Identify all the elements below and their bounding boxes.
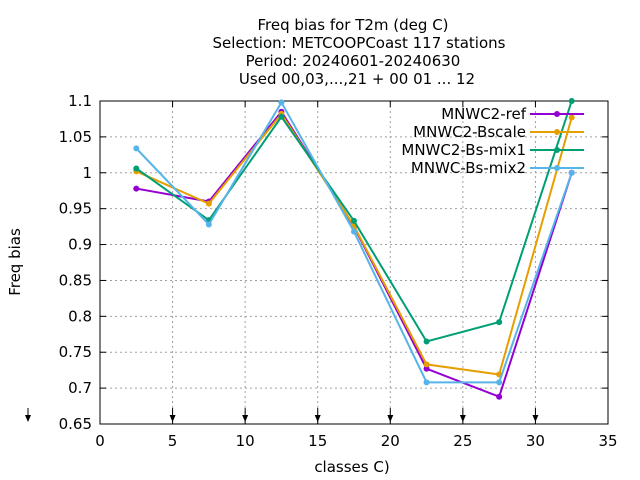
title-line-2: Selection: METCOOPCoast 117 stations — [213, 34, 506, 52]
series-2-point-3 — [351, 217, 357, 224]
bottom-arrow — [387, 408, 394, 422]
series-2-point-6 — [568, 98, 575, 104]
legend-label: MNWC2-Bscale — [413, 123, 526, 141]
y-tick-label: 0.95 — [59, 200, 92, 218]
series-1-point-4 — [423, 361, 430, 368]
y-tick-label: 0.9 — [68, 236, 92, 254]
y-tick-label: 0.8 — [68, 307, 92, 325]
legend-swatch-marker — [554, 111, 560, 117]
series-2-point-2 — [278, 113, 285, 120]
y-tick-label: 1 — [82, 164, 92, 182]
y-tick-label: 0.7 — [68, 379, 92, 397]
legend-swatch-marker — [554, 165, 560, 171]
series-1-point-1 — [205, 200, 212, 207]
title-line-1: Freq bias for T2m (deg C) — [257, 16, 448, 34]
x-tick-label: 30 — [526, 432, 545, 450]
legend-label: MNWC-Bs-mix2 — [411, 159, 526, 177]
legend-label: MNWC2-ref — [441, 105, 526, 123]
bottom-arrow — [169, 408, 176, 422]
legend-entry-1: MNWC2-Bscale — [413, 123, 584, 141]
plot-series — [133, 98, 575, 400]
bottom-arrow — [459, 408, 466, 422]
legend-swatch-marker — [554, 147, 560, 153]
y-tick-label: 0.85 — [59, 271, 92, 289]
series-3-point-1 — [205, 221, 212, 228]
series-0-point-4 — [423, 365, 430, 372]
series-1-point-6 — [568, 114, 575, 121]
series-3-point-6 — [568, 169, 575, 176]
title-line-4: Used 00,03,...,21 + 00 01 ... 12 — [239, 70, 475, 88]
y-tick-label: 0.65 — [59, 415, 92, 433]
y-axis-label: Freq bias — [6, 228, 24, 296]
x-axis-label: classes C) — [314, 458, 389, 476]
x-tick-label: 25 — [453, 432, 472, 450]
x-tick-label: 35 — [598, 432, 617, 450]
legend-entry-0: MNWC2-ref — [441, 105, 584, 123]
legend-swatch-marker — [554, 129, 560, 135]
series-0-point-0 — [133, 185, 140, 192]
series-3-point-0 — [133, 145, 140, 152]
plot-frame — [99, 100, 609, 425]
series-2-point-5 — [496, 319, 503, 326]
x-tick-label: 5 — [168, 432, 178, 450]
bottom-arrow — [314, 408, 321, 422]
x-tick-label: 20 — [381, 432, 400, 450]
series-0-point-5 — [496, 393, 503, 400]
grid — [100, 101, 608, 424]
bottom-arrow — [532, 408, 539, 422]
legend-label: MNWC2-Bs-mix1 — [401, 141, 526, 159]
bottom-arrow — [242, 408, 249, 422]
series-3-point-5 — [496, 379, 503, 386]
legend-entry-3: MNWC-Bs-mix2 — [411, 159, 584, 177]
y-tick-label: 1.05 — [59, 128, 92, 146]
series-3-point-4 — [423, 379, 430, 386]
chart-title: Freq bias for T2m (deg C) Selection: MET… — [213, 16, 506, 88]
title-line-3: Period: 20240601-20240630 — [246, 52, 461, 70]
series-3-point-2 — [278, 99, 285, 106]
axes: 0 5 10 15 20 25 30 35 0.65 0.7 0.75 0.8 0.85 0.9 0.95 1… — [25, 92, 618, 450]
series-3-point-3 — [351, 228, 357, 235]
y-tick-label: 0.75 — [59, 343, 92, 361]
x-tick-label: 10 — [236, 432, 255, 450]
bottom-arrow — [25, 408, 31, 422]
series-2-point-4 — [423, 338, 430, 345]
series-2-point-0 — [133, 165, 140, 172]
y-tick-label: 1.1 — [68, 92, 92, 110]
legend: MNWC2-refMNWC2-BscaleMNWC2-Bs-mix1MNWC-B… — [401, 105, 584, 177]
legend-entry-2: MNWC2-Bs-mix1 — [401, 141, 584, 159]
x-tick-label: 15 — [308, 432, 327, 450]
x-tick-label: 0 — [95, 432, 105, 450]
